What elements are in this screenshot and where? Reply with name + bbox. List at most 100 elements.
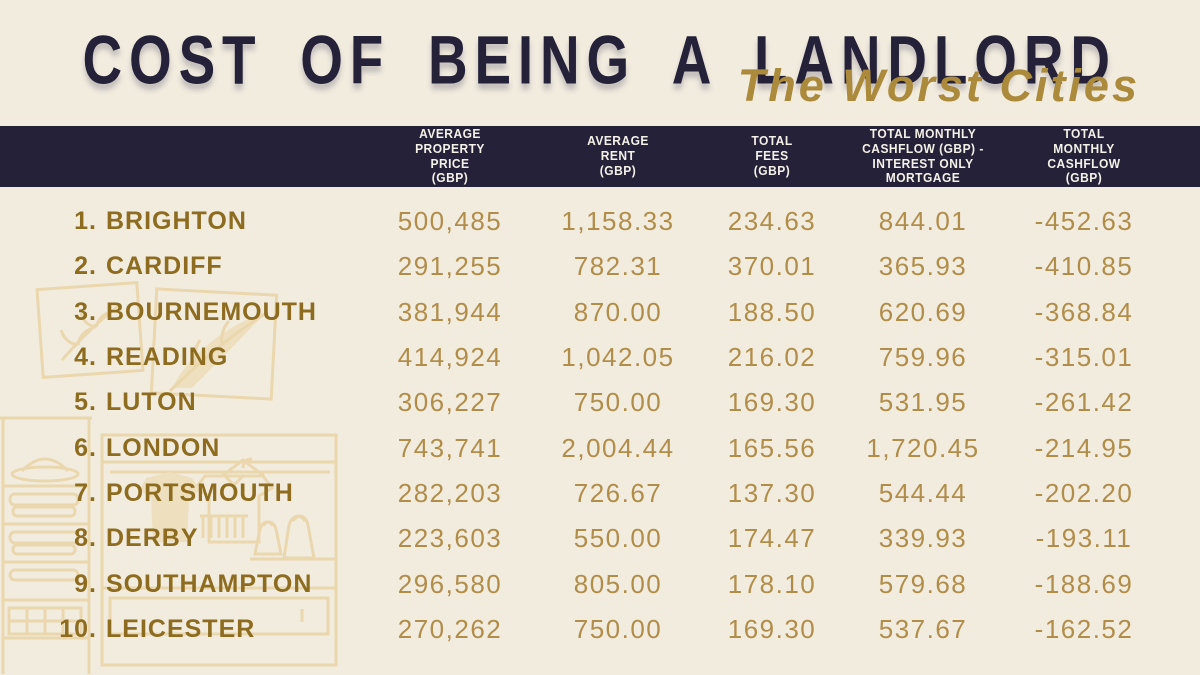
city-cell: 4. READING — [30, 343, 360, 372]
property-price-value: 500,485 — [397, 206, 503, 237]
city-label: READING — [106, 343, 229, 372]
property-price-value: 306,227 — [397, 387, 503, 418]
city-cell: 3. BOURNEMOUTH — [30, 298, 360, 327]
total-cashflow-value: -452.63 — [1034, 206, 1134, 237]
average-rent-value: 1,158.33 — [561, 206, 675, 237]
page-subtitle: The Worst Cities — [737, 60, 1140, 111]
rank-label: 2. — [74, 252, 97, 281]
city-cell: 5. LUTON — [30, 388, 360, 417]
average-rent-value: 1,042.05 — [561, 342, 675, 373]
column-header-property-price: AVERAGE PROPERTY PRICE (GBP) — [415, 127, 485, 186]
table-row: 7. PORTSMOUTH 282,203 726.67 137.30 544.… — [30, 471, 1170, 516]
rank-label: 3. — [74, 297, 97, 326]
total-cashflow-value: -410.85 — [1034, 251, 1134, 282]
rank-label: 10. — [59, 614, 97, 643]
average-rent-value: 550.00 — [573, 523, 663, 554]
rank-label: 6. — [74, 433, 97, 462]
rank-label: 7. — [74, 478, 97, 507]
property-price-value: 381,944 — [397, 296, 503, 327]
average-rent-value: 750.00 — [573, 613, 663, 644]
column-header-total-cashflow: TOTAL MONTHLY CASHFLOW (GBP) — [1047, 127, 1121, 186]
city-cell: 2. CARDIFF — [30, 252, 360, 281]
city-label: LUTON — [106, 388, 197, 417]
table-row: 6. LONDON 743,741 2,004.44 165.56 1,720.… — [30, 425, 1170, 470]
total-cashflow-value: -261.42 — [1034, 387, 1134, 418]
average-rent-value: 782.31 — [573, 251, 663, 282]
total-cashflow-value: -202.20 — [1034, 477, 1134, 508]
picture-frames-illustration — [35, 281, 279, 401]
total-fees-value: 137.30 — [727, 477, 817, 508]
cashflow-interest-only-value: 759.96 — [878, 342, 968, 373]
table-row: 10. LEICESTER 270,262 750.00 169.30 537.… — [30, 607, 1170, 652]
property-price-value: 296,580 — [397, 568, 503, 599]
property-price-value: 282,203 — [397, 477, 503, 508]
table-row: 5. LUTON 306,227 750.00 169.30 531.95 -2… — [30, 380, 1170, 425]
cashflow-interest-only-value: 531.95 — [878, 387, 968, 418]
city-label: DERBY — [106, 524, 199, 553]
total-fees-value: 174.47 — [727, 523, 817, 554]
table-body: 1. BRIGHTON 500,485 1,158.33 234.63 844.… — [0, 199, 1200, 652]
city-cell: 1. BRIGHTON — [30, 207, 360, 236]
total-fees-value: 234.63 — [727, 206, 817, 237]
column-header-average-rent: AVERAGE RENT (GBP) — [587, 134, 649, 178]
total-cashflow-value: -214.95 — [1034, 432, 1134, 463]
city-label: BRIGHTON — [106, 207, 247, 236]
cashflow-interest-only-value: 537.67 — [878, 613, 968, 644]
total-cashflow-value: -315.01 — [1034, 342, 1134, 373]
average-rent-value: 750.00 — [573, 387, 663, 418]
city-cell: 10. LEICESTER — [30, 615, 360, 644]
total-cashflow-value: -193.11 — [1035, 523, 1133, 554]
city-label: LONDON — [106, 433, 221, 462]
city-label: PORTSMOUTH — [106, 478, 294, 507]
cashflow-interest-only-value: 620.69 — [878, 296, 968, 327]
page-title: COST OF BEING A LANDLORD — [82, 21, 1118, 99]
total-fees-value: 188.50 — [727, 296, 817, 327]
title-block: COST OF BEING A LANDLORD — [30, 20, 1170, 98]
property-price-value: 291,255 — [397, 251, 503, 282]
table-header-band: AVERAGE PROPERTY PRICE (GBP) AVERAGE REN… — [0, 126, 1200, 187]
property-price-value: 743,741 — [397, 432, 503, 463]
table-row: 2. CARDIFF 291,255 782.31 370.01 365.93 … — [30, 244, 1170, 289]
rank-label: 1. — [74, 207, 97, 236]
city-label: LEICESTER — [106, 614, 256, 643]
table-row: 4. READING 414,924 1,042.05 216.02 759.9… — [30, 335, 1170, 380]
average-rent-value: 870.00 — [573, 296, 663, 327]
average-rent-value: 2,004.44 — [561, 432, 675, 463]
property-price-value: 223,603 — [397, 523, 503, 554]
cashflow-interest-only-value: 339.93 — [878, 523, 968, 554]
total-fees-value: 370.01 — [727, 251, 817, 282]
rank-label: 9. — [74, 569, 97, 598]
total-cashflow-value: -162.52 — [1034, 613, 1134, 644]
column-header-cashflow-interest-only: TOTAL MONTHLY CASHFLOW (GBP) - INTEREST … — [862, 127, 984, 186]
column-header-total-fees: TOTAL FEES (GBP) — [751, 134, 793, 178]
city-label: CARDIFF — [106, 252, 223, 281]
table-row: 9. SOUTHAMPTON 296,580 805.00 178.10 579… — [30, 561, 1170, 606]
average-rent-value: 726.67 — [573, 477, 663, 508]
average-rent-value: 805.00 — [573, 568, 663, 599]
rank-label: 4. — [74, 343, 97, 372]
cashflow-interest-only-value: 844.01 — [878, 206, 968, 237]
city-cell: 7. PORTSMOUTH — [30, 479, 360, 508]
city-cell: 8. DERBY — [30, 524, 360, 553]
city-label: BOURNEMOUTH — [106, 297, 317, 326]
property-price-value: 414,924 — [397, 342, 503, 373]
cashflow-interest-only-value: 1,720.45 — [866, 432, 980, 463]
city-cell: 9. SOUTHAMPTON — [30, 570, 360, 599]
total-cashflow-value: -188.69 — [1034, 568, 1134, 599]
total-fees-value: 169.30 — [727, 387, 817, 418]
table-row: 3. BOURNEMOUTH 381,944 870.00 188.50 620… — [30, 290, 1170, 335]
total-fees-value: 216.02 — [727, 342, 817, 373]
cashflow-interest-only-value: 579.68 — [878, 568, 968, 599]
city-label: SOUTHAMPTON — [106, 569, 313, 598]
total-fees-value: 178.10 — [727, 568, 817, 599]
total-fees-value: 165.56 — [727, 432, 817, 463]
table-row: 1. BRIGHTON 500,485 1,158.33 234.63 844.… — [30, 199, 1170, 244]
wardrobe-illustration — [0, 416, 338, 674]
rank-label: 8. — [74, 524, 97, 553]
total-fees-value: 169.30 — [727, 613, 817, 644]
cashflow-interest-only-value: 544.44 — [878, 477, 968, 508]
city-cell: 6. LONDON — [30, 434, 360, 463]
property-price-value: 270,262 — [397, 613, 503, 644]
total-cashflow-value: -368.84 — [1034, 296, 1134, 327]
table-row: 8. DERBY 223,603 550.00 174.47 339.93 -1… — [30, 516, 1170, 561]
